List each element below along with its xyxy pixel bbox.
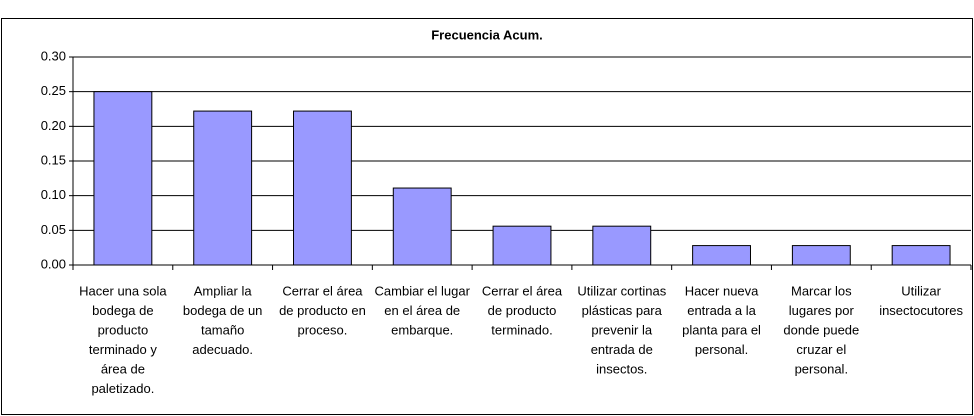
x-tick-label-line: proceso. bbox=[298, 322, 348, 337]
x-tick-label-line: personal. bbox=[795, 361, 848, 376]
x-tick-label: Cerrar el área de producto terminado. bbox=[482, 283, 563, 337]
bar bbox=[592, 225, 652, 266]
x-tick-label-line: planta para el bbox=[682, 322, 761, 337]
bar bbox=[492, 225, 552, 266]
x-tick-label: Utilizar cortinas plásticas para prevenir … bbox=[577, 283, 666, 376]
chart-title: Frecuencia Acum. bbox=[431, 27, 543, 42]
x-tick-label-line: terminado y bbox=[89, 342, 157, 357]
x-tick-label-line: paletizado. bbox=[91, 381, 154, 396]
x-tick-label: Marcar los lugares por donde puede cruzar e… bbox=[783, 283, 859, 376]
x-tick-label-line: embarque. bbox=[391, 322, 453, 337]
y-tick-label: 0.05 bbox=[41, 222, 66, 237]
y-tick-label: 0.00 bbox=[41, 256, 66, 271]
x-tick-label: Ampliar la bodega de un tamaño adecuado. bbox=[183, 283, 263, 357]
x-tick-label-line: entrada de bbox=[591, 342, 653, 357]
x-tick-label: Cerrar el área de producto en proceso. bbox=[279, 283, 366, 337]
x-tick-label-line: Utilizar cortinas bbox=[577, 283, 666, 298]
x-tick-label-line: adecuado. bbox=[192, 342, 253, 357]
x-tick-label-line: bodega de bbox=[92, 303, 153, 318]
x-tick-label: Hacer una sola bodega de producto terminado… bbox=[79, 283, 167, 396]
x-tick-label-line: lugares por bbox=[789, 303, 855, 318]
bar bbox=[791, 245, 851, 266]
x-tick-label: Hacer nueva entrada a la planta para el per… bbox=[682, 283, 761, 357]
x-tick-label-line: entrada a la bbox=[687, 303, 756, 318]
x-tick-label-line: Marcar los bbox=[791, 283, 852, 298]
x-tick-label-line: Hacer nueva bbox=[685, 283, 759, 298]
y-tick-label: 0.25 bbox=[41, 83, 66, 98]
x-tick-label-line: Hacer una sola bbox=[79, 283, 167, 298]
x-tick-label-line: de producto en bbox=[279, 303, 366, 318]
bar bbox=[392, 187, 452, 266]
x-tick-label-line: tamaño bbox=[201, 322, 244, 337]
chart-frame bbox=[1, 18, 973, 415]
x-tick-label-line: plásticas para bbox=[582, 303, 663, 318]
x-tick-label-line: bodega de un bbox=[183, 303, 263, 318]
x-tick-label-line: área de bbox=[101, 361, 145, 376]
x-tick-label-line: de producto bbox=[488, 303, 557, 318]
x-tick-label-line: cruzar el bbox=[796, 342, 846, 357]
bar bbox=[891, 245, 951, 266]
x-tick-label-line: Cerrar el área bbox=[282, 283, 363, 298]
x-tick-label-line: Cambiar el lugar bbox=[375, 283, 471, 298]
y-tick-label: 0.10 bbox=[41, 187, 66, 202]
x-tick-label-line: terminado. bbox=[491, 322, 552, 337]
bar bbox=[293, 110, 352, 266]
x-tick-label-line: prevenir la bbox=[591, 322, 652, 337]
x-tick-label-line: Ampliar la bbox=[194, 283, 253, 298]
bar bbox=[93, 91, 153, 266]
y-tick-label: 0.15 bbox=[41, 152, 66, 167]
x-tick-label-line: personal. bbox=[695, 342, 748, 357]
y-tick-label: 0.30 bbox=[41, 48, 66, 63]
bar bbox=[193, 110, 253, 266]
x-tick-label-line: Cerrar el área bbox=[482, 283, 563, 298]
x-tick-label: Utilizar insectocutores bbox=[879, 283, 963, 318]
x-tick-label-line: insectos. bbox=[596, 361, 647, 376]
x-tick-label-line: Utilizar bbox=[901, 283, 941, 298]
bar bbox=[692, 245, 751, 266]
x-tick-label: Cambiar el lugar en el área de embarque. bbox=[375, 283, 471, 337]
y-tick-label: 0.20 bbox=[41, 118, 66, 133]
x-tick-label-line: donde puede bbox=[783, 322, 859, 337]
x-tick-label-line: producto bbox=[98, 322, 149, 337]
x-tick-label-line: en el área de bbox=[384, 303, 460, 318]
x-tick-label-line: insectocutores bbox=[879, 303, 963, 318]
